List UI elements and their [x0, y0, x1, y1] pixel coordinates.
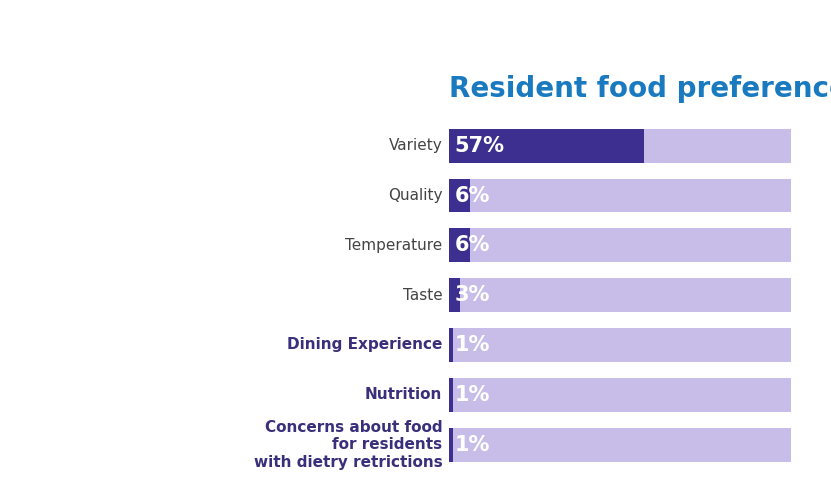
- Bar: [450, 229, 470, 262]
- Text: 6%: 6%: [455, 236, 489, 255]
- Text: Nutrition: Nutrition: [365, 387, 442, 402]
- Text: 6%: 6%: [455, 185, 489, 206]
- Bar: [450, 178, 791, 212]
- Text: Temperature: Temperature: [345, 238, 442, 253]
- Bar: [450, 378, 453, 412]
- Bar: [450, 178, 470, 212]
- Text: Resident food preferences data: Resident food preferences data: [450, 75, 831, 103]
- Bar: [450, 428, 453, 462]
- Bar: [450, 229, 791, 262]
- Text: 3%: 3%: [455, 285, 489, 305]
- Text: Concerns about food
for residents
with dietry retrictions: Concerns about food for residents with d…: [253, 420, 442, 470]
- Bar: [450, 378, 791, 412]
- Bar: [450, 129, 644, 163]
- Text: Variety: Variety: [389, 138, 442, 153]
- Text: Quality: Quality: [388, 188, 442, 203]
- Text: 1%: 1%: [455, 435, 489, 455]
- Text: 1%: 1%: [455, 385, 489, 405]
- Bar: [450, 328, 791, 362]
- Text: 57%: 57%: [455, 136, 504, 156]
- Bar: [450, 428, 791, 462]
- Text: Dining Experience: Dining Experience: [287, 337, 442, 352]
- Text: Taste: Taste: [403, 288, 442, 303]
- Bar: [450, 278, 791, 312]
- Bar: [450, 129, 791, 163]
- Bar: [450, 328, 453, 362]
- Bar: [450, 278, 460, 312]
- Text: 1%: 1%: [455, 335, 489, 355]
